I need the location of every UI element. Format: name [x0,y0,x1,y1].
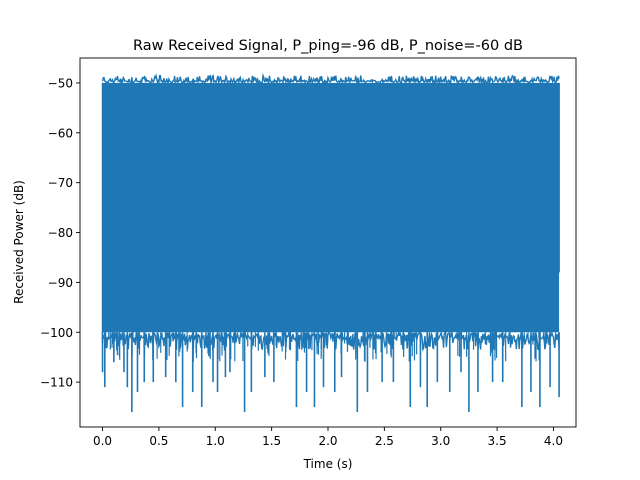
y-axis-label: Received Power (dB) [12,180,26,304]
signal-band [102,82,560,333]
x-tick-label: 1.0 [206,434,225,448]
chart-title: Raw Received Signal, P_ping=-96 dB, P_no… [133,38,523,54]
x-tick-label: 4.0 [544,434,563,448]
x-tick-label: 3.5 [488,434,507,448]
y-tick-label: −100 [40,326,73,340]
y-axis: −110 −100 −90 −80 −70 −60 −50 [40,76,80,390]
x-tick-label: 0.5 [149,434,168,448]
x-tick-label: 0.0 [93,434,112,448]
x-tick-label: 1.5 [262,434,281,448]
data-layer [101,72,560,413]
y-tick-label: −90 [48,276,73,290]
y-tick-label: −60 [48,126,73,140]
y-tick-label: −80 [48,226,73,240]
x-tick-label: 2.5 [375,434,394,448]
y-tick-label: −110 [40,376,73,390]
y-tick-label: −50 [48,76,73,90]
x-tick-label: 2.0 [318,434,337,448]
x-tick-label: 3.0 [431,434,450,448]
x-axis: 0.0 0.5 1.0 1.5 2.0 2.5 3.0 3.5 4.0 [93,427,563,448]
x-axis-label: Time (s) [303,457,353,471]
signal-upper-edge [101,72,560,86]
y-tick-label: −70 [48,176,73,190]
